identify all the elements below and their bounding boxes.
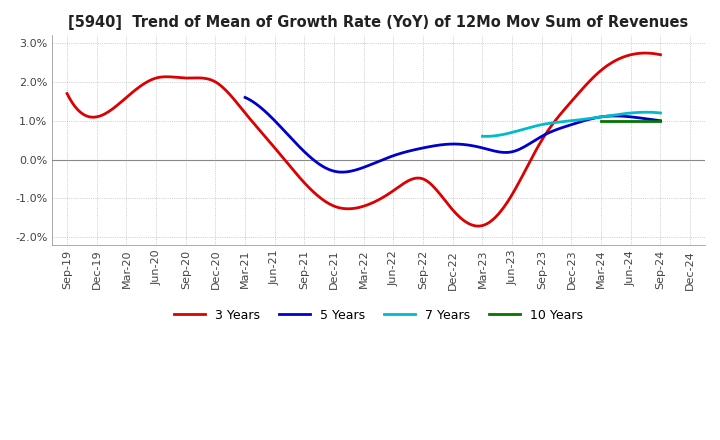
5 Years — [242, 95, 251, 101]
7 Years — [656, 110, 665, 116]
7 Years — [478, 134, 487, 139]
10 Years — [597, 118, 606, 123]
5 Years — [496, 150, 505, 155]
7 Years — [629, 110, 637, 115]
Line: 3 Years: 3 Years — [67, 53, 660, 226]
3 Years — [63, 91, 71, 96]
7 Years — [588, 116, 596, 121]
3 Years — [65, 95, 73, 100]
5 Years — [656, 118, 665, 123]
5 Years — [240, 95, 249, 100]
3 Years — [603, 63, 611, 69]
7 Years — [640, 110, 649, 115]
5 Years — [338, 169, 346, 175]
5 Years — [488, 148, 497, 153]
3 Years — [640, 51, 649, 56]
3 Years — [474, 224, 482, 229]
5 Years — [593, 115, 601, 120]
3 Years — [656, 52, 665, 57]
3 Years — [565, 101, 574, 106]
7 Years — [584, 116, 593, 121]
Title: [5940]  Trend of Mean of Growth Rate (YoY) of 12Mo Mov Sum of Revenues: [5940] Trend of Mean of Growth Rate (YoY… — [68, 15, 689, 30]
7 Years — [482, 134, 490, 139]
7 Years — [642, 110, 651, 115]
10 Years — [656, 118, 665, 123]
7 Years — [479, 134, 487, 139]
3 Years — [416, 176, 425, 181]
3 Years — [426, 181, 435, 186]
10 Years — [626, 118, 635, 123]
Legend: 3 Years, 5 Years, 7 Years, 10 Years: 3 Years, 5 Years, 7 Years, 10 Years — [169, 304, 588, 327]
Line: 5 Years: 5 Years — [245, 97, 660, 172]
3 Years — [414, 176, 423, 181]
5 Years — [490, 148, 498, 154]
7 Years — [585, 116, 593, 121]
5 Years — [618, 114, 627, 119]
Line: 7 Years: 7 Years — [482, 112, 660, 136]
